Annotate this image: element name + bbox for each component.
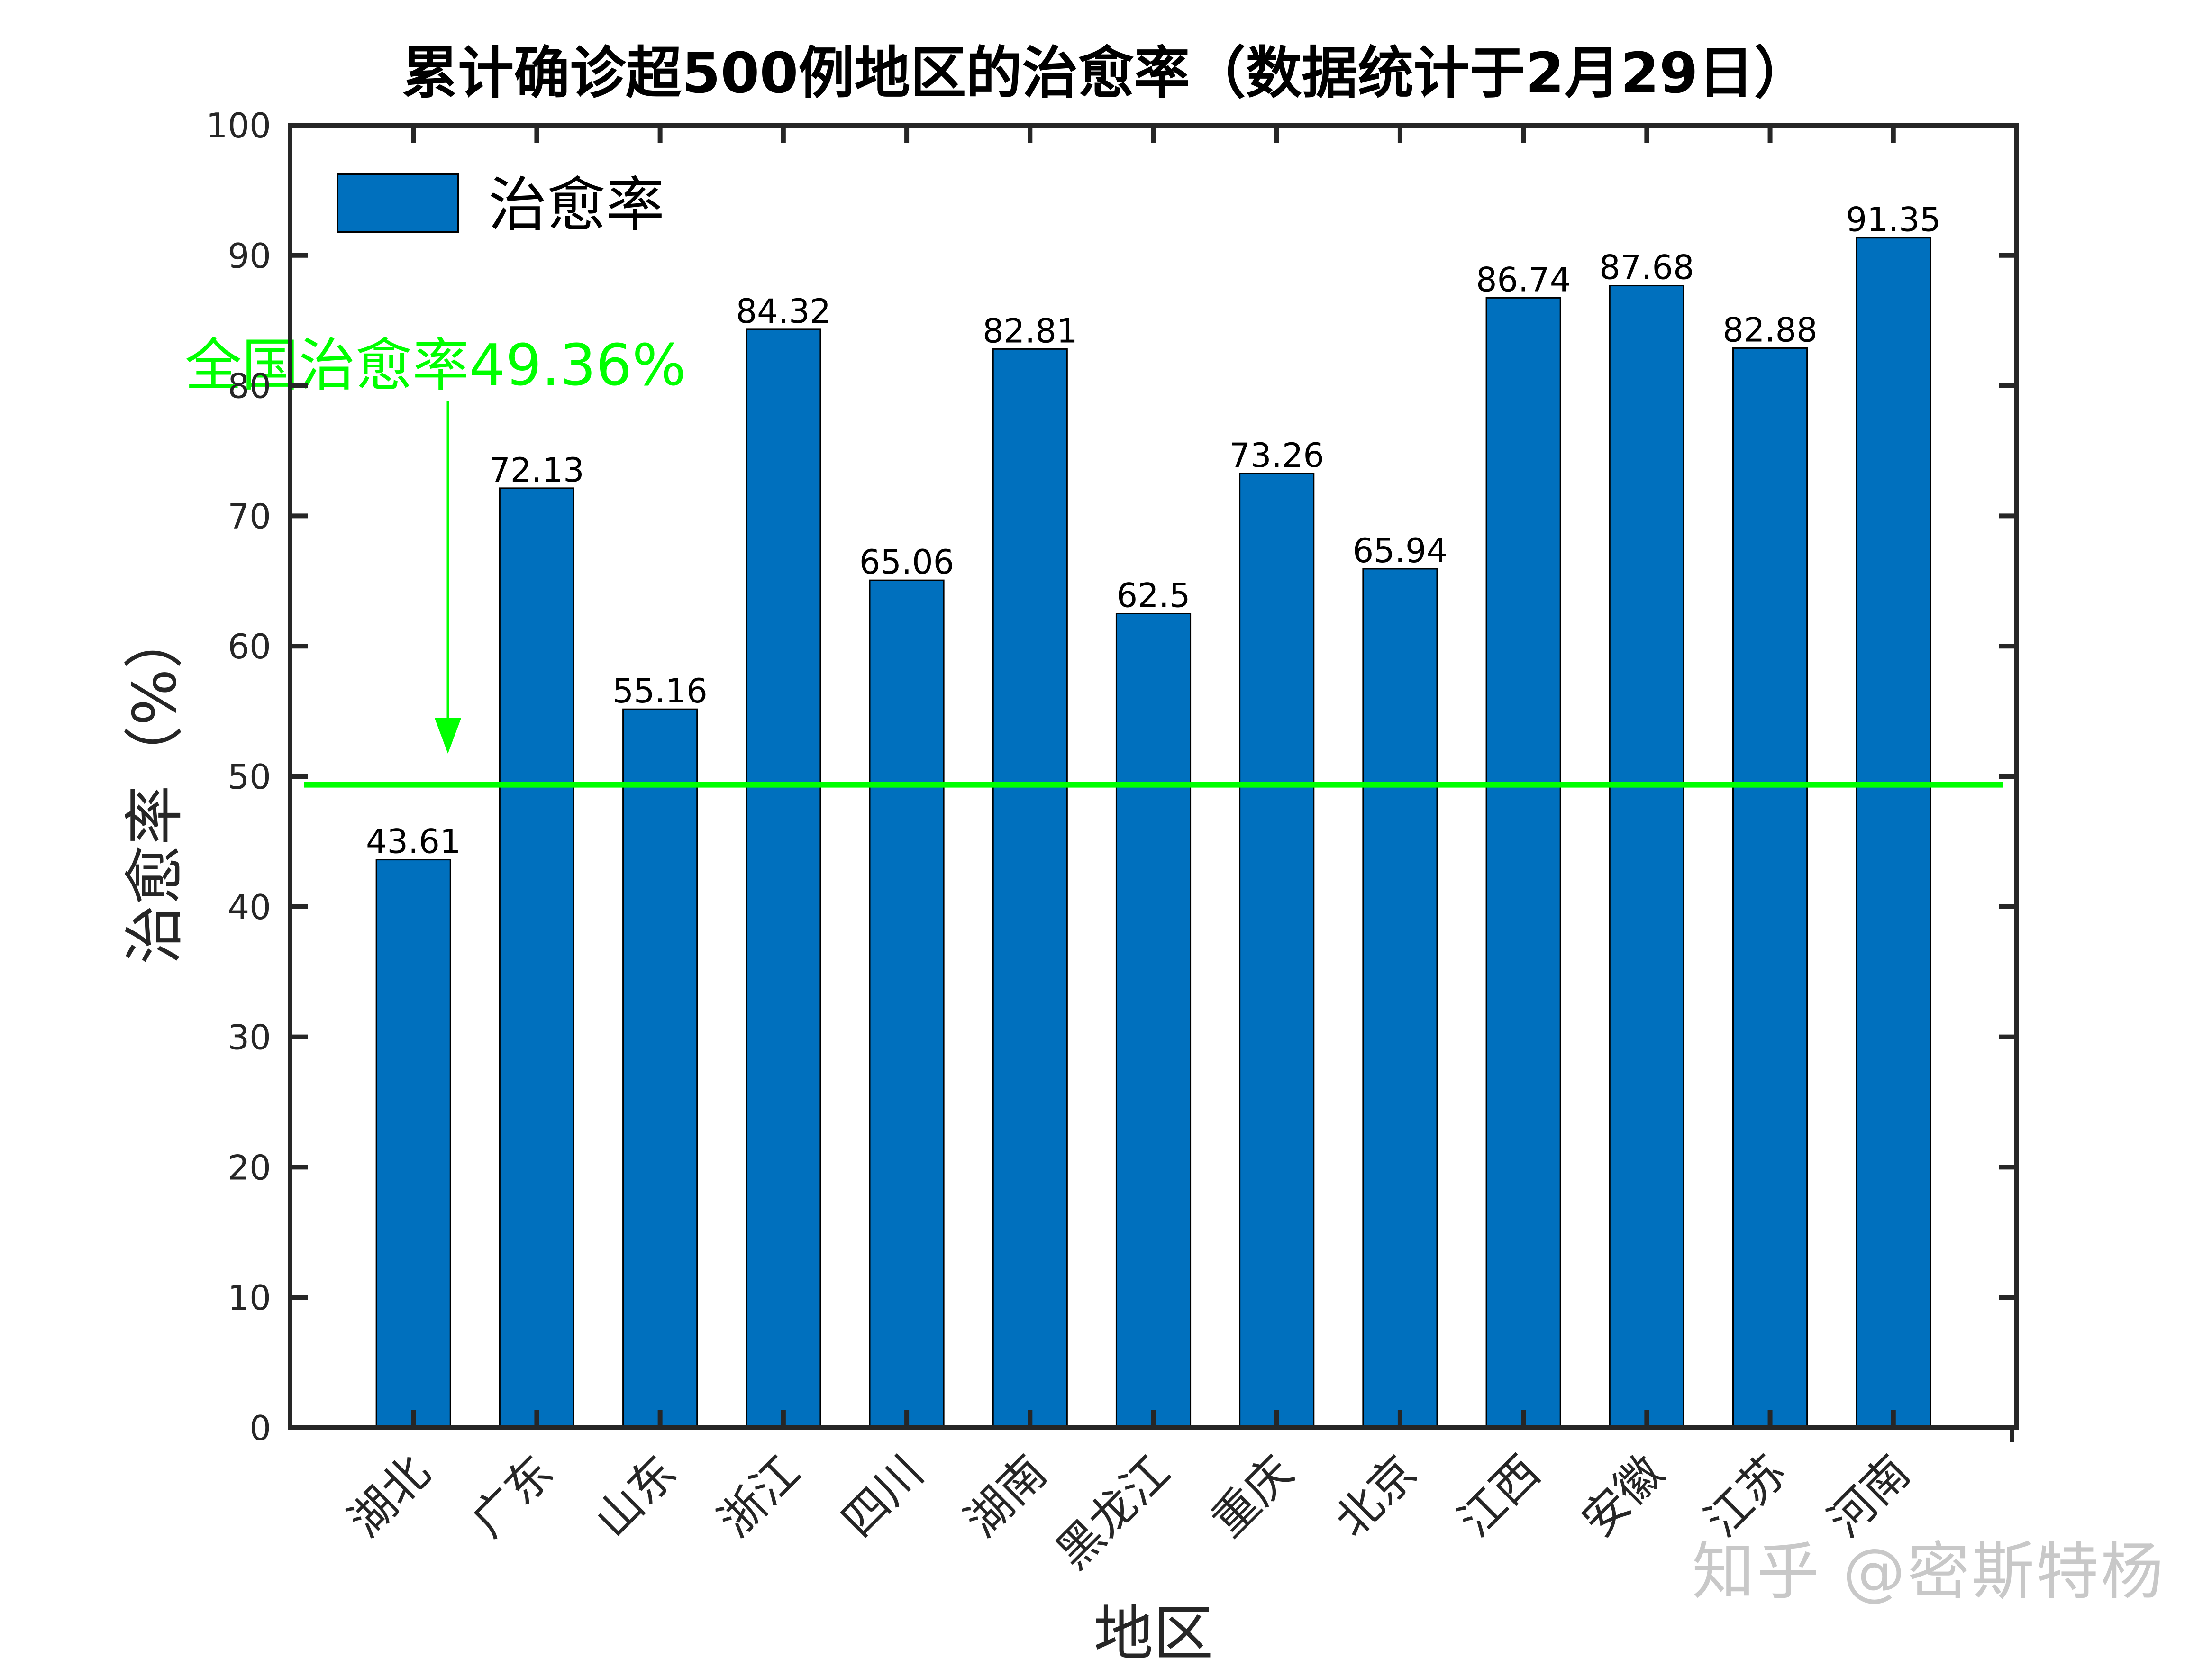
y-tick-label-0: 0 bbox=[249, 1408, 271, 1448]
x-tick-label-2: 山东 bbox=[585, 1445, 687, 1547]
bar-value-label-8: 65.94 bbox=[1353, 531, 1447, 570]
reference-arrow-head bbox=[435, 718, 461, 754]
x-tick-label-7: 重庆 bbox=[1202, 1445, 1303, 1547]
x-tick-label-3: 浙江 bbox=[708, 1445, 810, 1547]
bar-10 bbox=[1609, 285, 1684, 1429]
bar-value-label-11: 82.88 bbox=[1722, 310, 1817, 349]
bars-layer bbox=[375, 237, 1931, 1429]
x-tick-label-10: 安徽 bbox=[1572, 1445, 1674, 1547]
chart-title: 累计确诊超500例地区的治愈率（数据统计于2月29日） bbox=[402, 40, 1810, 106]
axes-layer bbox=[288, 123, 2019, 1442]
x-tick-label-6: 黑龙江 bbox=[1046, 1445, 1180, 1579]
reference-layer: 全国治愈率49.36% bbox=[185, 333, 2003, 788]
legend: 治愈率 bbox=[337, 171, 665, 239]
y-tick-label-2: 20 bbox=[228, 1148, 271, 1187]
bar-value-label-1: 72.13 bbox=[489, 451, 584, 490]
bar-value-label-6: 62.5 bbox=[1117, 576, 1191, 615]
bar-4 bbox=[869, 579, 945, 1429]
bar-3 bbox=[746, 328, 821, 1429]
bar-value-label-12: 91.35 bbox=[1846, 201, 1941, 239]
bar-11 bbox=[1732, 347, 1808, 1429]
bar-9 bbox=[1485, 297, 1561, 1429]
bar-5 bbox=[992, 348, 1068, 1429]
y-tick-label-10: 100 bbox=[206, 106, 271, 146]
x-tick-label-0: 湖北 bbox=[338, 1445, 440, 1547]
x-tick-label-4: 四川 bbox=[831, 1445, 933, 1547]
x-tick-label-11: 江苏 bbox=[1695, 1445, 1797, 1547]
y-tick-label-1: 10 bbox=[228, 1278, 271, 1318]
x-tick-label-8: 北京 bbox=[1325, 1445, 1427, 1547]
bar-value-label-0: 43.61 bbox=[366, 822, 461, 861]
bar-value-label-3: 84.32 bbox=[736, 292, 831, 331]
bar-value-label-7: 73.26 bbox=[1229, 436, 1324, 475]
y-tick-label-9: 90 bbox=[228, 236, 271, 276]
bar-value-label-9: 86.74 bbox=[1476, 260, 1571, 299]
bar-1 bbox=[499, 487, 574, 1429]
y-axis-label: 治愈率（%） bbox=[120, 609, 190, 965]
bar-value-label-10: 87.68 bbox=[1599, 248, 1694, 287]
y-tick-label-4: 40 bbox=[228, 887, 271, 927]
bar-0 bbox=[375, 859, 451, 1429]
reference-label: 全国治愈率49.36% bbox=[185, 333, 686, 399]
bar-8 bbox=[1362, 568, 1438, 1429]
y-tick-label-3: 30 bbox=[228, 1018, 271, 1057]
bar-7 bbox=[1239, 473, 1315, 1429]
x-axis-label: 地区 bbox=[1094, 1599, 1213, 1659]
bar-6 bbox=[1115, 613, 1192, 1429]
y-tick-label-8: 80 bbox=[228, 366, 271, 406]
x-tick-label-12: 河南 bbox=[1818, 1445, 1920, 1547]
legend-label: 治愈率 bbox=[488, 171, 665, 239]
x-tick-label-1: 广东 bbox=[462, 1445, 564, 1547]
watermark-text: 知乎 @密斯特杨 bbox=[1692, 1535, 2165, 1608]
bar-value-label-4: 65.06 bbox=[859, 543, 954, 582]
x-tick-label-9: 江西 bbox=[1448, 1445, 1550, 1547]
x-tick-label-5: 湖南 bbox=[955, 1445, 1057, 1547]
y-tick-label-7: 70 bbox=[228, 496, 271, 536]
bar-12 bbox=[1856, 237, 1931, 1429]
y-tick-label-5: 50 bbox=[228, 757, 271, 797]
bar-2 bbox=[622, 708, 698, 1429]
bar-value-label-2: 55.16 bbox=[612, 672, 707, 711]
bar-value-label-5: 82.81 bbox=[983, 311, 1077, 350]
y-tick-label-6: 60 bbox=[228, 627, 271, 666]
legend-swatch bbox=[337, 173, 459, 233]
